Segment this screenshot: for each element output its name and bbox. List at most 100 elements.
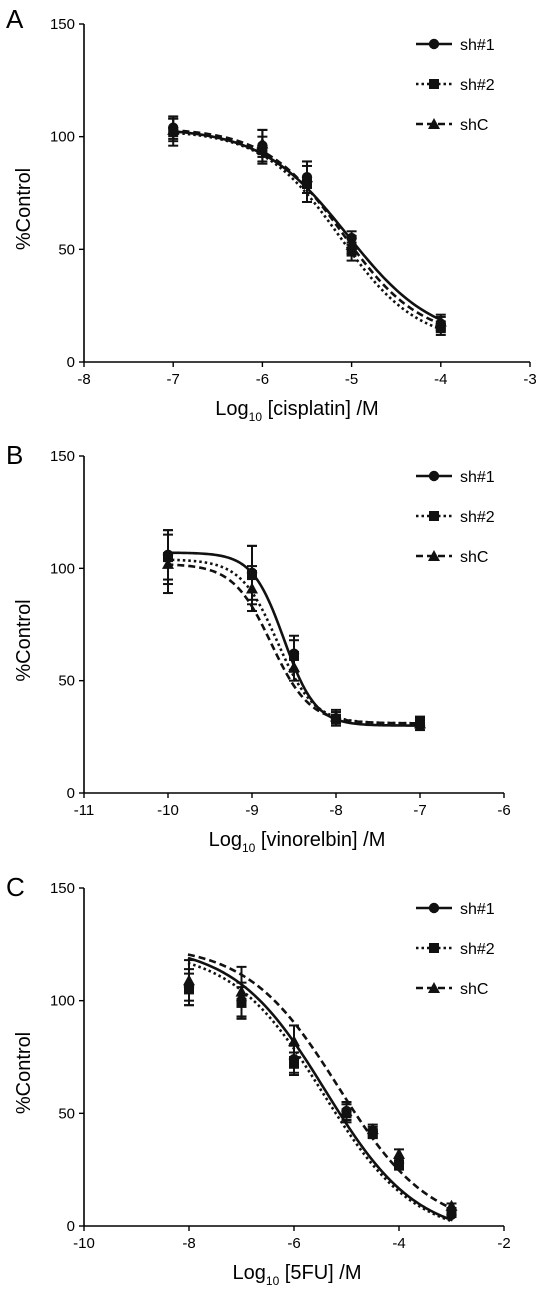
legend-item-sh#2: sh#2 <box>416 509 495 526</box>
legend-marker <box>429 79 439 89</box>
fit-curve-sh#1 <box>171 129 444 322</box>
data-point-shC <box>288 1035 300 1047</box>
fit-curve-sh#2 <box>187 961 453 1223</box>
data-point-shC <box>288 661 300 673</box>
data-point-shC <box>183 974 195 986</box>
series-sh#2 <box>163 529 425 727</box>
data-point-shC <box>434 315 447 327</box>
data-point-sh#2 <box>394 1160 404 1171</box>
x-tick-label: -4 <box>392 1235 405 1252</box>
chart-panel-A: A 0 50 100 150 -8 -7 -6 -5 -4 -3 %Control Log10 [cis… <box>6 4 536 424</box>
legend-label: shC <box>460 549 488 566</box>
legend-label: sh#1 <box>460 37 495 54</box>
y-tick-label: 50 <box>58 673 75 690</box>
series-shC <box>183 953 458 1211</box>
y-tick-label: 50 <box>58 241 75 258</box>
fit-curve-sh#2 <box>171 131 444 332</box>
y-tick-label: 100 <box>50 993 75 1010</box>
x-axis-title-sub: 10 <box>266 1274 280 1288</box>
x-tick-label: -8 <box>77 371 90 388</box>
fit-curve-sh#1 <box>187 956 453 1222</box>
data-point-shC <box>162 557 174 569</box>
legend-item-sh#1: sh#1 <box>416 37 495 54</box>
x-tick-label: -10 <box>73 1235 95 1252</box>
y-axis-title: %Control <box>13 1032 35 1114</box>
x-axis-title-main: Log <box>209 829 242 851</box>
x-axis-title-rest: [5FU] /M <box>279 1262 361 1284</box>
y-tick-label: 50 <box>58 1105 75 1122</box>
y-tick-label: 150 <box>50 16 75 33</box>
x-tick-label: -9 <box>245 802 258 819</box>
legend-marker <box>428 38 440 50</box>
series-sh#1 <box>168 115 446 332</box>
y-tick-label: 0 <box>67 354 75 371</box>
data-point-sh#2 <box>446 1207 457 1218</box>
data-point-shC <box>235 985 248 997</box>
legend-label: shC <box>460 117 488 134</box>
x-tick-label: -6 <box>497 802 510 819</box>
x-axis-title: Log10 [cisplatin] /M <box>215 398 378 424</box>
data-point-shC <box>340 1105 353 1117</box>
legend-marker <box>429 943 439 953</box>
legend-label: sh#2 <box>460 941 495 958</box>
x-tick-label: -4 <box>434 371 447 388</box>
x-tick-label: -8 <box>329 802 342 819</box>
x-tick-label: -11 <box>74 802 95 819</box>
x-tick-label: -7 <box>413 802 426 819</box>
x-tick-label: -8 <box>182 1235 195 1252</box>
x-axis-title: Log10 [5FU] /M <box>233 1262 362 1288</box>
fit-curve-shC <box>166 563 422 725</box>
legend-marker <box>428 470 440 482</box>
legend-marker <box>428 982 440 993</box>
legend-marker <box>429 511 439 521</box>
panel-label: A <box>6 4 24 34</box>
y-tick-label: 0 <box>67 1218 75 1235</box>
x-axis-title-rest: [cisplatin] /M <box>262 398 379 420</box>
legend-item-shC: shC <box>416 549 488 566</box>
y-axis-title: %Control <box>13 168 35 250</box>
legend-label: sh#2 <box>460 77 495 94</box>
data-point-shC <box>246 582 258 594</box>
fit-curve-shC <box>187 953 454 1210</box>
series-sh#2 <box>184 961 457 1223</box>
data-point-shC <box>366 1123 379 1135</box>
x-axis-title-sub: 10 <box>249 410 263 424</box>
y-axis-title: %Control <box>13 599 35 681</box>
data-point-shC <box>256 137 269 149</box>
x-tick-label: -6 <box>256 371 269 388</box>
legend-item-sh#1: sh#1 <box>416 469 495 486</box>
legend-item-shC: shC <box>416 117 488 134</box>
legend-item-sh#1: sh#1 <box>416 901 495 918</box>
data-point-sh#2 <box>289 1058 299 1069</box>
chart-panel-C: C 0 50 100 150 -10 -8 -6 -4 -2 %Control Log10 [5FU]… <box>6 872 511 1288</box>
legend-item-sh#2: sh#2 <box>416 77 495 94</box>
legend-marker <box>428 550 440 561</box>
data-point-shC <box>167 123 180 135</box>
x-tick-label: -2 <box>497 1235 510 1252</box>
x-axis-title: Log10 [vinorelbin] /M <box>209 829 386 855</box>
data-point-shC <box>414 717 426 729</box>
fit-curve-shC <box>171 128 444 326</box>
legend-item-sh#2: sh#2 <box>416 941 495 958</box>
x-tick-label: -6 <box>287 1235 300 1252</box>
data-point-shC <box>301 171 313 183</box>
x-axis-title-sub: 10 <box>242 841 256 855</box>
legend-marker <box>428 902 440 914</box>
y-tick-label: 150 <box>50 448 75 465</box>
x-axis-title-rest: [vinorelbin] /M <box>255 829 385 851</box>
legend-item-shC: shC <box>416 981 488 998</box>
x-axis-title-main: Log <box>233 1262 266 1284</box>
data-point-shC <box>330 710 342 722</box>
x-tick-label: -7 <box>167 371 180 388</box>
legend-label: sh#1 <box>460 469 495 486</box>
legend-label: shC <box>460 981 488 998</box>
data-point-shC <box>445 1199 458 1211</box>
data-point-shC <box>345 238 358 250</box>
panel-label: C <box>6 872 25 902</box>
legend-label: sh#1 <box>460 901 495 918</box>
y-tick-label: 100 <box>50 560 75 577</box>
y-tick-label: 100 <box>50 129 75 146</box>
legend-marker <box>428 118 440 129</box>
legend-label: sh#2 <box>460 509 495 526</box>
